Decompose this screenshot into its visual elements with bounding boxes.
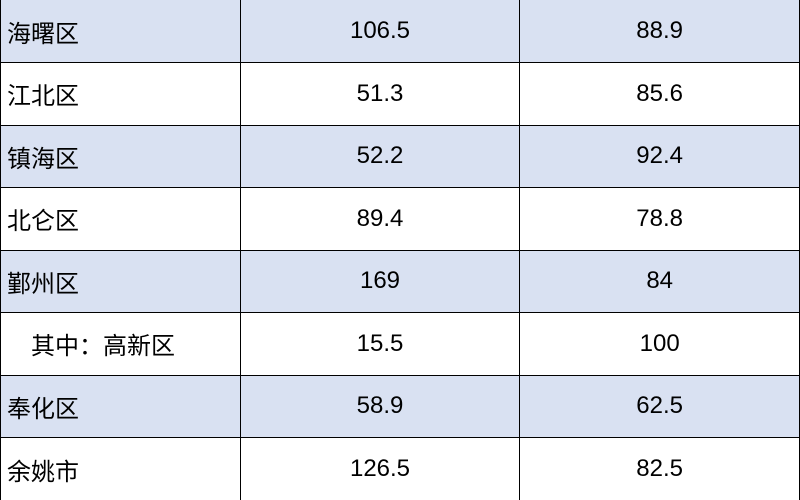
cell-value1: 169 [240, 250, 520, 313]
cell-value1: 58.9 [240, 375, 520, 438]
cell-value1: 126.5 [240, 438, 520, 500]
cell-value1: 52.2 [240, 125, 520, 188]
table-row: 余姚市 126.5 82.5 [1, 438, 800, 500]
cell-value2: 92.4 [520, 125, 800, 188]
table-row: 镇海区 52.2 92.4 [1, 125, 800, 188]
cell-label: 奉化区 [1, 375, 241, 438]
district-data-table: 海曙区 106.5 88.9 江北区 51.3 85.6 镇海区 52.2 92… [0, 0, 800, 500]
cell-label: 海曙区 [1, 0, 241, 63]
cell-value2: 78.8 [520, 188, 800, 251]
table-body: 海曙区 106.5 88.9 江北区 51.3 85.6 镇海区 52.2 92… [1, 0, 800, 500]
cell-value1: 51.3 [240, 63, 520, 126]
cell-label: 江北区 [1, 63, 241, 126]
cell-label: 鄞州区 [1, 250, 241, 313]
table-row: 鄞州区 169 84 [1, 250, 800, 313]
cell-value2: 62.5 [520, 375, 800, 438]
table-row: 江北区 51.3 85.6 [1, 63, 800, 126]
cell-label: 其中：高新区 [1, 313, 241, 376]
cell-value1: 15.5 [240, 313, 520, 376]
cell-label: 镇海区 [1, 125, 241, 188]
table-row: 其中：高新区 15.5 100 [1, 313, 800, 376]
table-row: 北仑区 89.4 78.8 [1, 188, 800, 251]
cell-value2: 100 [520, 313, 800, 376]
table-row: 海曙区 106.5 88.9 [1, 0, 800, 63]
cell-value2: 85.6 [520, 63, 800, 126]
cell-value2: 82.5 [520, 438, 800, 500]
cell-value1: 106.5 [240, 0, 520, 63]
cell-value2: 84 [520, 250, 800, 313]
cell-value2: 88.9 [520, 0, 800, 63]
cell-value1: 89.4 [240, 188, 520, 251]
cell-label: 余姚市 [1, 438, 241, 500]
table-row: 奉化区 58.9 62.5 [1, 375, 800, 438]
cell-label: 北仑区 [1, 188, 241, 251]
